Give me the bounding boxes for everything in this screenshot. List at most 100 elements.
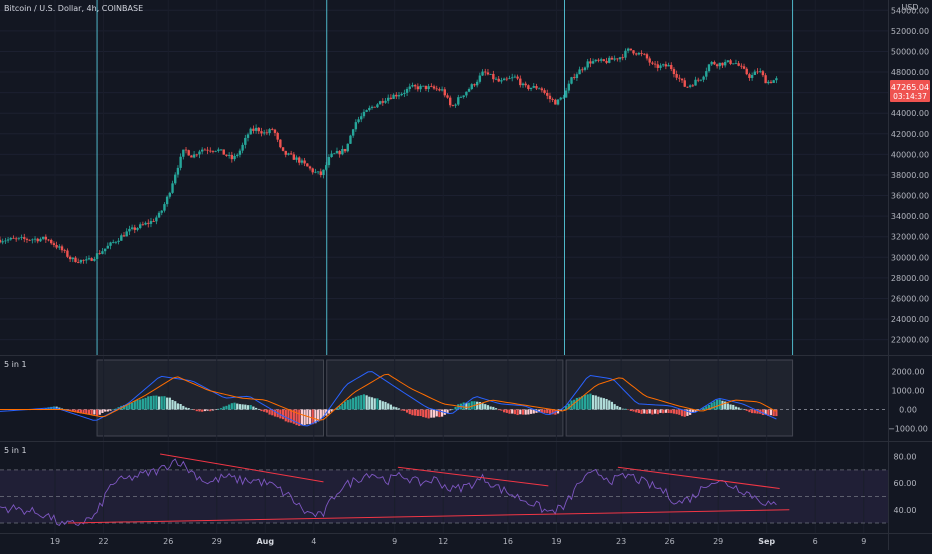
candle-body [58, 246, 61, 248]
macd-histogram-bar [241, 404, 244, 410]
macd-histogram-bar [753, 409, 756, 414]
candle-body [578, 69, 581, 75]
macd-histogram-bar [627, 409, 630, 411]
time-tick-label: Aug [256, 537, 274, 546]
candle-body [308, 166, 312, 169]
candle-body [130, 227, 134, 229]
macd-histogram-bar [246, 405, 250, 410]
macd-histogram-bar [767, 409, 770, 416]
rsi-trendline [160, 453, 324, 483]
rsi-trendline [617, 466, 780, 489]
macd-histogram-bar [454, 407, 457, 410]
candle-body [365, 110, 368, 112]
candle-body [761, 71, 765, 76]
candle-body [244, 137, 247, 145]
rsi-tick-label: 80.00 [894, 453, 917, 462]
macd-histogram-bar [489, 406, 492, 410]
macd-histogram-bar [139, 399, 142, 410]
macd-histogram-bar [255, 407, 258, 410]
candle-body [41, 236, 45, 239]
macd-histogram-bar [155, 395, 158, 410]
time-tick-label: 6 [813, 537, 818, 546]
macd-histogram-bar [265, 409, 268, 413]
candle-body [395, 94, 398, 97]
macd-histogram-bar [319, 409, 322, 420]
candle-body [31, 239, 34, 241]
candle-body [459, 97, 463, 98]
macd-histogram-bar [327, 409, 330, 414]
macd-histogram-bar [187, 408, 190, 410]
macd-histogram-bar [392, 406, 395, 410]
candle-body [451, 105, 455, 107]
macd-histogram-bar [589, 393, 592, 410]
candle-body [753, 71, 757, 76]
macd-histogram-bar [147, 396, 150, 410]
macd-histogram-bar [290, 409, 293, 423]
candle-body [653, 63, 657, 65]
candle-body [190, 155, 193, 158]
macd-histogram-bar [656, 409, 659, 415]
candle-body [656, 64, 659, 68]
candle-body [667, 64, 670, 67]
candle-body [6, 239, 10, 241]
macd-histogram-bar [441, 409, 444, 417]
candle-body [608, 57, 611, 63]
candle-body [9, 237, 12, 240]
macd-histogram-bar [166, 397, 169, 410]
rsi-tick-label: 60.00 [894, 479, 917, 488]
macd-histogram-bar [236, 403, 239, 410]
candle-body [675, 74, 678, 78]
macd-histogram-bar [610, 401, 614, 410]
candle-body [249, 128, 252, 135]
candle-body [50, 239, 53, 244]
candle-body [338, 151, 341, 155]
candle-body [144, 222, 147, 225]
candle-body [17, 237, 21, 239]
price-tick-label: 28000.00 [891, 274, 929, 283]
macd-histogram-bar [77, 409, 80, 414]
macd-histogram-bar [519, 409, 522, 415]
macd-histogram-bar [457, 404, 460, 410]
macd-histogram-bar [492, 406, 495, 410]
candle-body [386, 97, 390, 101]
candle-body [713, 61, 716, 65]
macd-histogram-bar [581, 395, 584, 410]
macd-histogram-bar [368, 396, 371, 410]
macd-histogram-bar [203, 409, 206, 412]
macd-histogram-bar [543, 409, 546, 413]
time-tick-label: 19 [50, 537, 60, 546]
macd-histogram-bar [705, 406, 708, 410]
time-tick-label: 9 [861, 537, 866, 546]
price-tick-label: 54000.00 [891, 6, 929, 15]
price-tick-label: 44000.00 [891, 109, 929, 118]
candle-body [481, 71, 484, 76]
macd-histogram-bar [683, 409, 686, 417]
macd-histogram-bar [484, 404, 487, 410]
candle-body [12, 237, 15, 239]
candle-body [354, 122, 358, 130]
candle-body [537, 88, 541, 90]
candle-body [683, 80, 686, 87]
candle-body [292, 154, 296, 160]
candle-body [109, 242, 112, 246]
macd-histogram-bar [451, 409, 454, 410]
candle-body [206, 149, 209, 151]
macd-histogram-bar [629, 409, 632, 411]
macd-histogram-bar [343, 401, 347, 410]
candle-body [400, 93, 403, 96]
price-tick-label: 34000.00 [891, 212, 929, 221]
macd-histogram-bar [621, 408, 624, 410]
candle-body [71, 257, 74, 260]
macd-histogram-bar [521, 409, 525, 415]
candle-body [427, 86, 430, 90]
macd-tick-label: 2000.00 [891, 367, 924, 376]
candle-body [519, 78, 522, 86]
macd-histogram-bar [476, 401, 479, 410]
macd-histogram-bar [608, 400, 611, 410]
macd-histogram-bar [729, 404, 732, 410]
candle-body [775, 78, 778, 81]
candle-body [484, 71, 487, 73]
candle-body [298, 157, 301, 163]
macd-histogram-bar [562, 409, 565, 410]
price-tick-label: 48000.00 [891, 68, 929, 77]
